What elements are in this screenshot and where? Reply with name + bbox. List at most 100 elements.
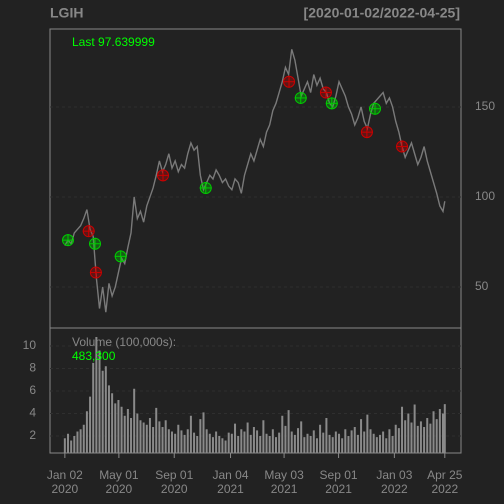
volume-bar (161, 427, 164, 453)
volume-bar (120, 406, 123, 453)
volume-bar (174, 433, 177, 453)
volume-bar (334, 431, 337, 453)
signal-marker (62, 234, 75, 247)
volume-bar (423, 427, 426, 453)
volume-bar (331, 437, 334, 453)
y-tick-label: 2 (29, 428, 36, 442)
volume-bar (67, 433, 70, 453)
volume-bar (98, 350, 101, 453)
volume-bar (341, 438, 344, 453)
volume-bar (306, 433, 309, 453)
x-tick-label: 2020 (52, 482, 79, 496)
volume-bar (193, 432, 196, 453)
y-tick-label: 150 (475, 99, 495, 113)
volume-bar (300, 421, 303, 453)
volume-bar (256, 430, 259, 453)
volume-bar (63, 438, 66, 453)
volume-bar (290, 431, 293, 453)
signal-marker (89, 266, 102, 279)
volume-bar (413, 404, 416, 453)
signal-marker (369, 102, 382, 115)
volume-bar (378, 434, 381, 453)
volume-bar (262, 420, 265, 453)
volume-bar (344, 429, 347, 453)
volume-bar (85, 411, 88, 453)
x-tick-label: Sep 01 (320, 468, 358, 482)
volume-bar (152, 427, 155, 453)
y-tick-label: 8 (29, 361, 36, 375)
volume-bar (234, 423, 237, 453)
last-word: Last (72, 35, 95, 49)
signal-marker (294, 91, 307, 104)
volume-bar (432, 411, 435, 453)
x-tick-label: 2022 (431, 482, 458, 496)
x-tick-label: 2021 (217, 482, 244, 496)
volume-bar (281, 415, 284, 453)
volume-bar (224, 440, 227, 453)
volume-bar (372, 433, 375, 453)
volume-bar (123, 415, 126, 453)
signal-marker (283, 75, 296, 88)
volume-bar (208, 433, 211, 453)
volume-bar (158, 421, 161, 453)
price-line (64, 49, 446, 313)
volume-bar (350, 430, 353, 453)
x-tick-label: 2022 (381, 482, 408, 496)
volume-bar (170, 431, 173, 453)
volume-bar (246, 422, 249, 453)
volume-bar (126, 409, 129, 453)
plot-frame (49, 28, 462, 454)
volume-bar (133, 388, 136, 453)
volume-bar (205, 429, 208, 453)
signal-marker (82, 225, 95, 238)
x-tick-label: 2021 (325, 482, 352, 496)
volume-bar (265, 433, 268, 453)
volume-bar (435, 419, 438, 453)
volume-bar (189, 415, 192, 453)
signal-marker (325, 97, 338, 110)
volume-bar (139, 420, 142, 453)
volume-bar (297, 428, 300, 453)
volume-bar (155, 407, 158, 453)
volume-bar (369, 429, 372, 453)
volume-bar (360, 419, 363, 453)
volume-bar (148, 418, 151, 453)
volume-bar (76, 431, 79, 453)
volume-bar (319, 424, 322, 453)
volume-bar (237, 436, 240, 453)
volume-bar (391, 436, 394, 453)
last-label: Last 97.639999 (72, 35, 155, 49)
volume-bar (130, 418, 133, 453)
volume-bar (271, 429, 274, 453)
volume-bar (249, 434, 252, 453)
volume-bar (230, 433, 233, 453)
volume-bar (325, 418, 328, 453)
volume-bar (363, 431, 366, 453)
volume-bar (278, 432, 281, 453)
signal-marker (114, 250, 127, 263)
x-tick-label: Jan 02 (47, 468, 83, 482)
volume-bar (410, 422, 413, 453)
volume-bar (101, 370, 104, 453)
x-tick-label: 2020 (161, 482, 188, 496)
volume-bar (293, 434, 296, 453)
volume-bar (199, 419, 202, 453)
volume-bar (243, 431, 246, 453)
volume-bar (274, 437, 277, 453)
volume-bar (89, 396, 92, 453)
signal-marker (319, 86, 332, 99)
volume-bar (366, 414, 369, 453)
x-tick-label: 2020 (106, 482, 133, 496)
volume-bar (180, 430, 183, 453)
volume-bar (164, 420, 167, 453)
x-tick-label: Sep 01 (155, 468, 193, 482)
volume-bar (287, 410, 290, 453)
volume-bar (407, 413, 410, 453)
volume-bar (303, 437, 306, 453)
last-value: 97.639999 (98, 35, 155, 49)
volume-bar (385, 438, 388, 453)
x-tick-label: May 03 (264, 468, 304, 482)
volume-bar (177, 424, 180, 453)
y-tick-label: 50 (475, 279, 489, 293)
